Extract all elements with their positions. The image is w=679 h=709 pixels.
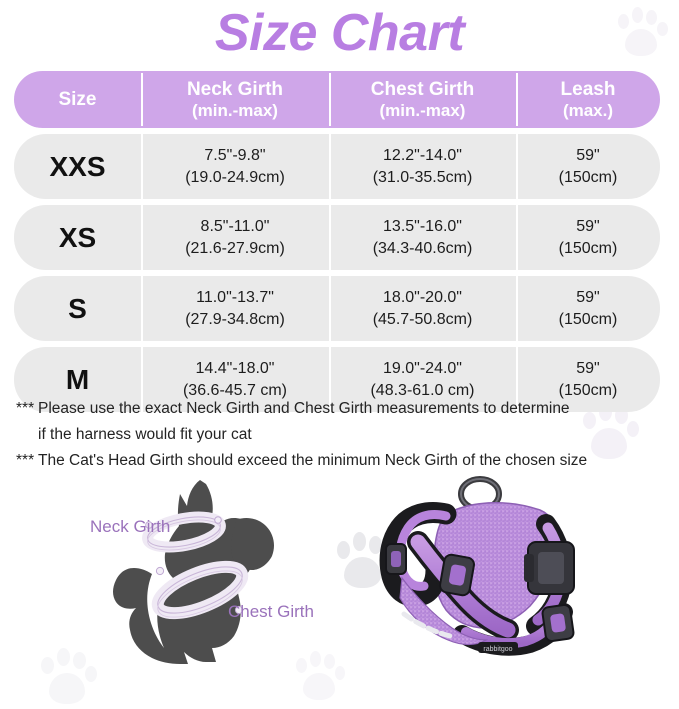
note-line-2: if the harness would fit your cat xyxy=(38,426,252,443)
cell-size: M xyxy=(14,347,141,412)
leash-inches: 59" xyxy=(576,359,600,377)
note-line-1: The Cat's Head Girth should exceed the m… xyxy=(38,452,588,469)
note-text: The Cat's Head Girth should exceed the m… xyxy=(38,448,666,474)
leash-inches: 59" xyxy=(576,217,600,235)
harness-reflective-strip xyxy=(401,611,453,639)
chest-girth-tape xyxy=(151,560,249,620)
harness-slider-adjuster-left xyxy=(385,543,407,575)
chest-cm: (45.7-50.8cm) xyxy=(372,310,473,328)
cell-chest-girth: 18.0"-20.0" (45.7-50.8cm) xyxy=(329,276,516,341)
cell-neck-girth: 11.0"-13.7" (27.9-34.8cm) xyxy=(141,276,329,341)
cell-size: XXS xyxy=(14,134,141,199)
header-cell-neck-girth: Neck Girth (min.-max) xyxy=(141,71,329,128)
neck-girth-label: Neck Girth xyxy=(90,517,171,536)
note-item: *** The Cat's Head Girth should exceed t… xyxy=(16,448,666,474)
cell-chest-girth: 19.0"-24.0" (48.3-61.0 cm) xyxy=(329,347,516,412)
header-neck-sublabel: (min.-max) xyxy=(192,100,278,120)
header-cell-chest-girth: Chest Girth (min.-max) xyxy=(329,71,516,128)
header-neck-label: Neck Girth xyxy=(186,78,284,100)
chest-girth-label: Chest Girth xyxy=(228,602,314,621)
paw-watermark-bottom-center xyxy=(290,648,348,704)
chest-inches: 18.0"-20.0" xyxy=(383,288,462,306)
cell-neck-girth: 8.5"-11.0" (21.6-27.9cm) xyxy=(141,205,329,270)
table-row: XXS 7.5"-9.8" (19.0-24.9cm) 12.2"-14.0" … xyxy=(14,134,660,199)
leash-cm: (150cm) xyxy=(558,381,618,399)
neck-cm: (21.6-27.9cm) xyxy=(185,239,285,257)
table-row: XS 8.5"-11.0" (21.6-27.9cm) 13.5"-16.0" … xyxy=(14,205,660,270)
neck-cm: (27.9-34.8cm) xyxy=(185,310,285,328)
chest-cm: (48.3-61.0 cm) xyxy=(370,381,475,399)
harness-slider-adjuster-center xyxy=(439,553,475,597)
size-value: XS xyxy=(58,221,97,253)
size-value: S xyxy=(68,292,87,324)
cell-leash: 59" (150cm) xyxy=(516,205,660,270)
chest-inches: 19.0"-24.0" xyxy=(383,359,462,377)
neck-inches: 14.4"-18.0" xyxy=(195,359,275,377)
header-leash-sublabel: (max.) xyxy=(562,100,614,120)
note-text: Please use the exact Neck Girth and Ches… xyxy=(38,396,666,448)
chest-inches: 13.5"-16.0" xyxy=(383,217,462,235)
paw-watermark-bottom-left xyxy=(34,645,100,709)
harness-brand-tag: rabbitgoo xyxy=(478,642,518,653)
neck-inches: 7.5"-9.8" xyxy=(204,146,266,164)
notes-block: *** Please use the exact Neck Girth and … xyxy=(16,396,666,474)
cell-neck-girth: 7.5"-9.8" (19.0-24.9cm) xyxy=(141,134,329,199)
header-cell-size: Size xyxy=(14,71,141,128)
table-row: M 14.4"-18.0" (36.6-45.7 cm) 19.0"-24.0"… xyxy=(14,347,660,412)
leash-inches: 59" xyxy=(576,288,600,306)
note-stars: *** xyxy=(16,452,35,469)
page-title: Size Chart xyxy=(214,4,465,62)
harness-buckle xyxy=(524,541,575,595)
cell-chest-girth: 12.2"-14.0" (31.0-35.5cm) xyxy=(329,134,516,199)
neck-girth-tape xyxy=(142,511,226,553)
neck-cm: (36.6-45.7 cm) xyxy=(182,381,288,399)
chest-cm: (34.3-40.6cm) xyxy=(372,239,473,257)
header-leash-label: Leash xyxy=(560,78,616,100)
leash-cm: (150cm) xyxy=(558,239,618,257)
cell-neck-girth: 14.4"-18.0" (36.6-45.7 cm) xyxy=(141,347,329,412)
cell-size: XS xyxy=(14,205,141,270)
table-row: S 11.0"-13.7" (27.9-34.8cm) 18.0"-20.0" … xyxy=(14,276,660,341)
cat-front-paw xyxy=(231,518,274,570)
cell-size: S xyxy=(14,276,141,341)
size-value: M xyxy=(65,363,90,395)
cell-leash: 59" (150cm) xyxy=(516,276,660,341)
chest-inches: 12.2"-14.0" xyxy=(383,146,462,164)
header-chest-sublabel: (min.-max) xyxy=(379,100,466,120)
neck-inches: 8.5"-11.0" xyxy=(200,217,270,235)
chest-cm: (31.0-35.5cm) xyxy=(372,168,473,186)
leash-cm: (150cm) xyxy=(558,310,618,328)
cell-chest-girth: 13.5"-16.0" (34.3-40.6cm) xyxy=(329,205,516,270)
svg-text:rabbitgoo: rabbitgoo xyxy=(483,646,512,653)
cat-silhouette-illustration xyxy=(113,480,274,664)
size-value: XXS xyxy=(49,150,106,182)
leash-cm: (150cm) xyxy=(558,168,618,186)
header-size-label: Size xyxy=(58,88,97,110)
header-cell-leash: Leash (max.) xyxy=(516,71,660,128)
note-line-1: Please use the exact Neck Girth and Ches… xyxy=(38,400,570,417)
size-chart-table: Size Neck Girth (min.-max) Chest Girth (… xyxy=(14,71,660,418)
harness-product-illustration: rabbitgoo xyxy=(379,476,575,656)
header-chest-label: Chest Girth xyxy=(370,78,475,100)
note-stars: *** xyxy=(16,400,35,417)
neck-inches: 11.0"-13.7" xyxy=(196,288,274,306)
cell-leash: 59" (150cm) xyxy=(516,134,660,199)
neck-cm: (19.0-24.9cm) xyxy=(185,168,285,186)
harness-slider-adjuster-right xyxy=(541,603,575,643)
cell-leash: 59" (150cm) xyxy=(516,347,660,412)
table-header-row: Size Neck Girth (min.-max) Chest Girth (… xyxy=(14,71,660,128)
note-item: *** Please use the exact Neck Girth and … xyxy=(16,396,666,448)
leash-inches: 59" xyxy=(576,146,600,164)
